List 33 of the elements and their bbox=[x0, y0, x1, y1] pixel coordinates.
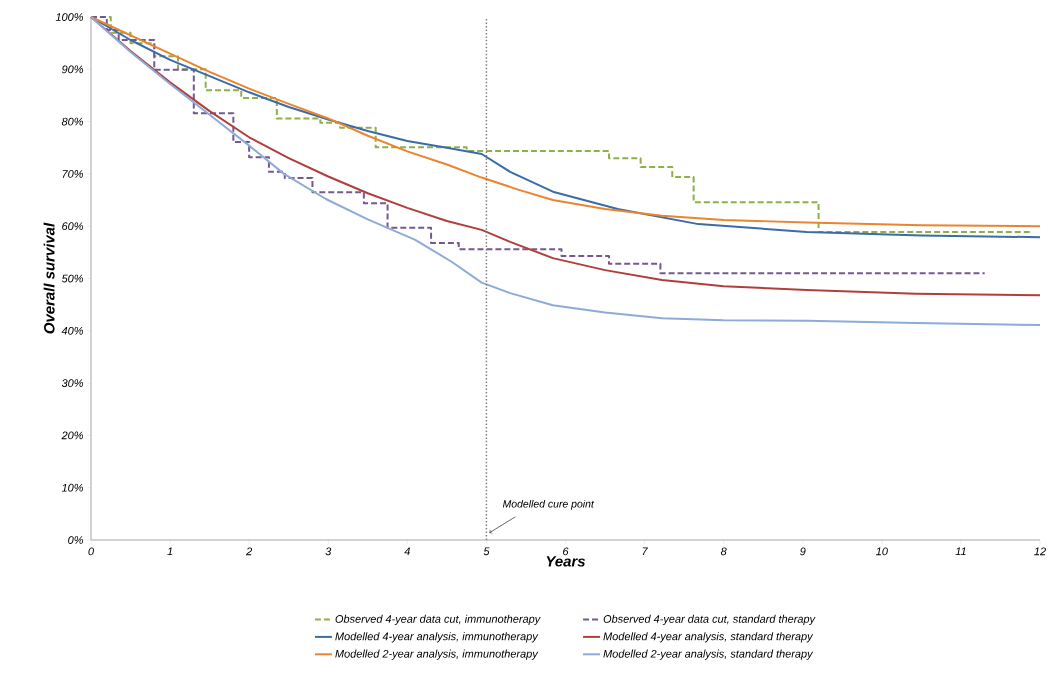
x-tick-label: 1 bbox=[167, 547, 173, 556]
x-tick-label: 0 bbox=[88, 547, 94, 556]
x-tick-label: 10 bbox=[876, 547, 888, 556]
y-tick-label: 0% bbox=[68, 536, 84, 544]
y-tick-label: 70% bbox=[62, 170, 84, 178]
x-tick-label: 12 bbox=[1034, 547, 1046, 556]
x-tick-label: 11 bbox=[955, 547, 966, 556]
y-tick-label: 100% bbox=[55, 13, 84, 21]
x-tick-label: 2 bbox=[246, 547, 253, 556]
x-tick-label: 6 bbox=[563, 547, 569, 556]
x-tick-label: 3 bbox=[325, 547, 332, 556]
y-tick-label: 20% bbox=[61, 431, 84, 440]
x-tick-label: 9 bbox=[800, 547, 806, 556]
legend-label: Modelled 4-year analysis, standard therapy bbox=[603, 632, 814, 643]
legend-label: Modelled 2-year analysis, immunotherapy bbox=[335, 649, 539, 660]
x-tick-label: 7 bbox=[642, 547, 648, 556]
x-tick-label: 8 bbox=[720, 547, 727, 556]
annotation: Modelled cure point bbox=[502, 499, 595, 510]
y-tick-label: 10% bbox=[61, 483, 84, 492]
legend-label: Observed 4-year data cut, immunotherapy bbox=[335, 614, 541, 625]
y-tick-label: 80% bbox=[61, 117, 84, 126]
legend-label: Modelled 4-year analysis, immunotherapy bbox=[335, 632, 539, 643]
y-axis-title: Overall survival bbox=[43, 222, 55, 334]
x-tick-label: 4 bbox=[404, 547, 410, 556]
x-axis-title: Years bbox=[546, 556, 586, 567]
y-tick-label: 30% bbox=[61, 379, 84, 387]
y-tick-label: 90% bbox=[61, 65, 84, 74]
legend-label: Observed 4-year data cut, standard therapy bbox=[603, 614, 816, 625]
y-tick-label: 40% bbox=[61, 326, 84, 335]
x-tick-label: 5 bbox=[483, 547, 490, 556]
y-tick-label: 60% bbox=[62, 222, 84, 231]
legend-label: Modelled 2-year analysis, standard therapy bbox=[603, 649, 814, 660]
y-tick-label: 50% bbox=[61, 274, 84, 283]
